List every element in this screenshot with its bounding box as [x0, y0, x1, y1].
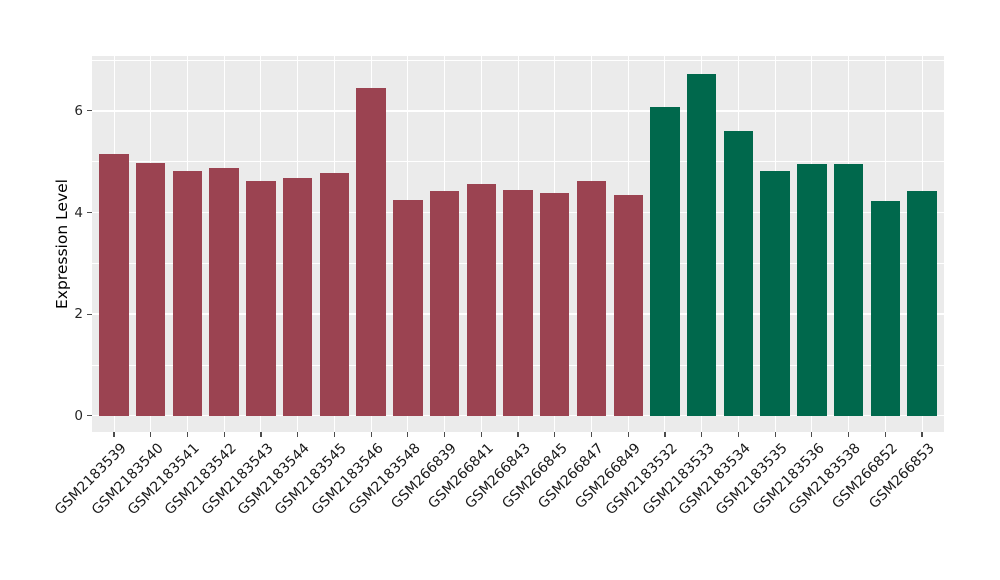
x-tick-mark	[774, 432, 776, 437]
x-tick-mark	[223, 432, 225, 437]
x-tick-mark	[921, 432, 923, 437]
x-tick-label-GSM266853: GSM266853	[866, 440, 938, 512]
x-tick-label-GSM266843: GSM266843	[462, 440, 534, 512]
x-tick-label-GSM266849: GSM266849	[572, 440, 644, 512]
x-tick-mark	[113, 432, 115, 437]
x-tick-mark	[627, 432, 629, 437]
x-tick-label-GSM2183533: GSM2183533	[639, 440, 718, 519]
y-axis-title: Expression Level	[53, 179, 71, 309]
x-tick-label-GSM2183539: GSM2183539	[51, 440, 130, 519]
x-tick-label-GSM266847: GSM266847	[535, 440, 608, 512]
x-tick-mark	[443, 432, 446, 437]
x-tick-mark	[407, 432, 409, 437]
x-tick-mark	[590, 432, 593, 437]
x-tick-mark	[333, 432, 335, 437]
x-tick-label-GSM2183544: GSM2183544	[235, 440, 314, 519]
x-tick-label-GSM2183536: GSM2183536	[749, 440, 828, 519]
x-tick-label-GSM266839: GSM266839	[388, 440, 461, 512]
x-tick-mark	[186, 432, 189, 437]
x-tick-label-GSM266841: GSM266841	[425, 440, 497, 512]
x-tick-mark	[848, 432, 850, 437]
plot-panel	[92, 56, 944, 432]
x-tick-mark	[480, 432, 482, 437]
x-tick-mark	[884, 432, 886, 437]
x-tick-label-GSM2183542: GSM2183542	[161, 440, 240, 519]
x-tick-mark	[664, 432, 666, 437]
x-tick-label-GSM2183538: GSM2183538	[786, 440, 865, 519]
y-tick-label-6: 6	[74, 102, 83, 119]
x-tick-mark	[370, 432, 372, 437]
x-tick-mark	[260, 432, 262, 437]
x-tick-label-GSM2183545: GSM2183545	[272, 440, 350, 519]
x-tick-label-GSM2183543: GSM2183543	[198, 440, 277, 519]
x-tick-mark	[150, 432, 152, 437]
x-tick-mark	[554, 432, 556, 437]
x-tick-mark	[737, 432, 739, 437]
x-tick-label-GSM266845: GSM266845	[498, 440, 571, 512]
x-tick-mark	[517, 432, 519, 437]
x-tick-label-GSM2183540: GSM2183540	[88, 440, 167, 519]
x-tick-label-GSM2183548: GSM2183548	[345, 440, 424, 519]
x-tick-label-GSM266852: GSM266852	[829, 440, 901, 512]
x-tick-mark	[297, 432, 299, 437]
x-tick-label-GSM2183534: GSM2183534	[676, 440, 755, 519]
x-tick-mark	[701, 432, 703, 437]
x-tick-label-GSM2183546: GSM2183546	[308, 440, 387, 519]
y-tick-label-0: 0	[74, 407, 83, 424]
x-tick-label-GSM2183535: GSM2183535	[712, 440, 791, 519]
x-tick-label-GSM2183541: GSM2183541	[125, 440, 204, 519]
x-tick-mark	[811, 432, 813, 437]
x-tick-label-GSM2183532: GSM2183532	[602, 440, 681, 519]
